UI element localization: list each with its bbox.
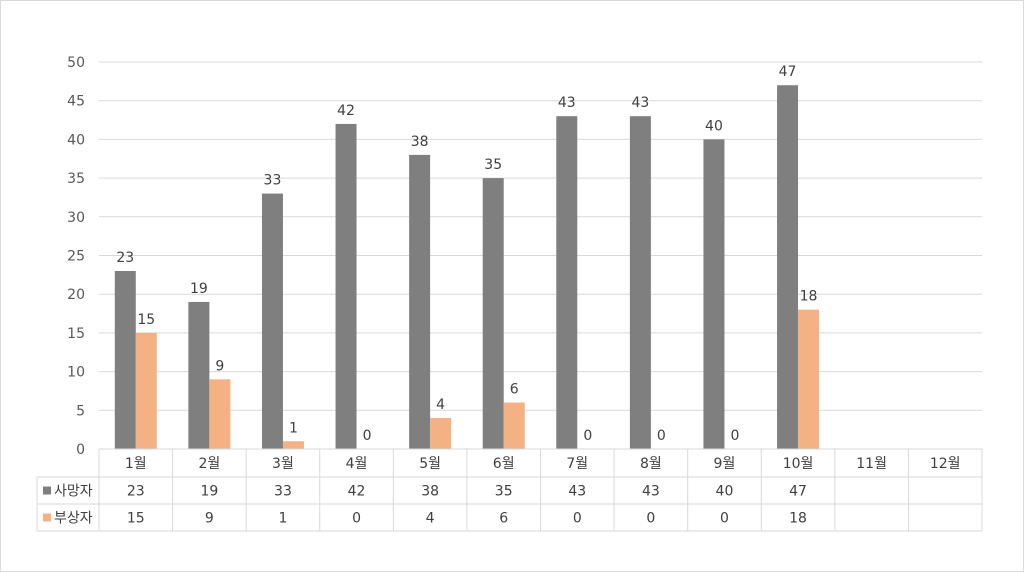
category-label: 5월 (419, 456, 441, 472)
data-label: 4 (436, 397, 445, 413)
data-label: 40 (705, 118, 723, 134)
data-label: 43 (631, 95, 649, 111)
table-cell: 15 (127, 511, 145, 527)
table-cell: 4 (426, 511, 435, 527)
category-label: 3월 (272, 456, 294, 472)
category-label: 12월 (930, 456, 961, 472)
data-label: 47 (779, 64, 797, 80)
y-axis-ticks: 0 5 10 15 20 25 30 35 40 45 50 (67, 55, 85, 458)
bars (114, 85, 820, 450)
bar-deaths (629, 116, 651, 450)
data-label: 1 (289, 420, 298, 436)
category-label: 2월 (198, 456, 220, 472)
legend-key (43, 513, 51, 522)
bar-deaths (188, 301, 210, 449)
table-cell: 35 (495, 484, 513, 500)
table-cell: 43 (568, 484, 586, 500)
data-label: 6 (510, 382, 519, 398)
data-label: 38 (411, 134, 429, 150)
bar-deaths (556, 116, 578, 450)
bar-deaths (335, 123, 357, 450)
category-label: 1월 (125, 456, 147, 472)
bar-deaths (703, 139, 725, 449)
data-label: 42 (337, 103, 355, 119)
bar-deaths (114, 270, 136, 449)
table-cell: 19 (200, 484, 218, 500)
bar-deaths (482, 178, 504, 449)
data-label: 18 (800, 289, 818, 305)
table-cell: 33 (274, 484, 292, 500)
table-cell: 0 (720, 511, 729, 527)
table-cell: 23 (127, 484, 145, 500)
legend-key (43, 486, 51, 495)
legend-label: 부상자 (54, 511, 93, 527)
bar-injuries (209, 379, 231, 449)
table-cell: 0 (573, 511, 582, 527)
table-cell: 47 (789, 484, 807, 500)
category-label: 9월 (714, 456, 736, 472)
table-cell: 0 (352, 511, 361, 527)
bar-injuries (430, 418, 452, 449)
table-cell: 18 (789, 511, 807, 527)
category-label: 6월 (493, 456, 515, 472)
y-tick-label: 35 (67, 171, 85, 187)
bar-deaths (261, 193, 283, 449)
y-tick-label: 20 (67, 287, 85, 303)
table-cell: 38 (421, 484, 439, 500)
category-label: 4월 (346, 456, 368, 472)
y-tick-label: 0 (76, 442, 85, 458)
y-tick-label: 30 (67, 210, 85, 226)
data-label: 0 (363, 428, 372, 444)
bar-injuries (798, 309, 820, 449)
bar-deaths (409, 154, 431, 449)
category-label: 8월 (640, 456, 662, 472)
table-cell: 0 (646, 511, 655, 527)
y-tick-label: 50 (67, 55, 85, 71)
category-label: 7월 (566, 456, 588, 472)
data-label: 43 (558, 95, 576, 111)
data-label: 0 (583, 428, 592, 444)
category-label: 11월 (856, 456, 887, 472)
data-labels: 23 19 33 42 38 35 43 43 40 47 15 9 1 0 4 6 0 0 0 18 (116, 64, 817, 444)
table-cell: 40 (716, 484, 734, 500)
y-tick-label: 15 (67, 326, 85, 342)
data-label: 9 (215, 358, 224, 374)
bar-injuries (282, 441, 304, 449)
y-tick-label: 5 (76, 403, 85, 419)
y-tick-label: 40 (67, 132, 85, 148)
bar-injuries (135, 332, 157, 449)
gridlines (99, 61, 982, 411)
y-tick-label: 45 (67, 94, 85, 110)
table-cell: 9 (205, 511, 214, 527)
table-cell: 1 (278, 511, 287, 527)
bar-deaths (777, 85, 799, 449)
table-cell: 42 (348, 484, 366, 500)
category-label: 10월 (783, 456, 814, 472)
data-label: 0 (657, 428, 666, 444)
data-label: 19 (190, 281, 208, 297)
data-label: 35 (484, 157, 502, 173)
data-label: 0 (730, 428, 739, 444)
bar-injuries (503, 402, 525, 449)
y-tick-label: 25 (67, 249, 85, 265)
data-label: 15 (137, 312, 155, 328)
table-cell: 43 (642, 484, 660, 500)
data-label: 33 (264, 173, 282, 189)
data-label: 23 (116, 250, 134, 266)
y-tick-label: 10 (67, 365, 85, 381)
table-cell: 6 (499, 511, 508, 527)
legend-label: 사망자 (54, 484, 93, 500)
